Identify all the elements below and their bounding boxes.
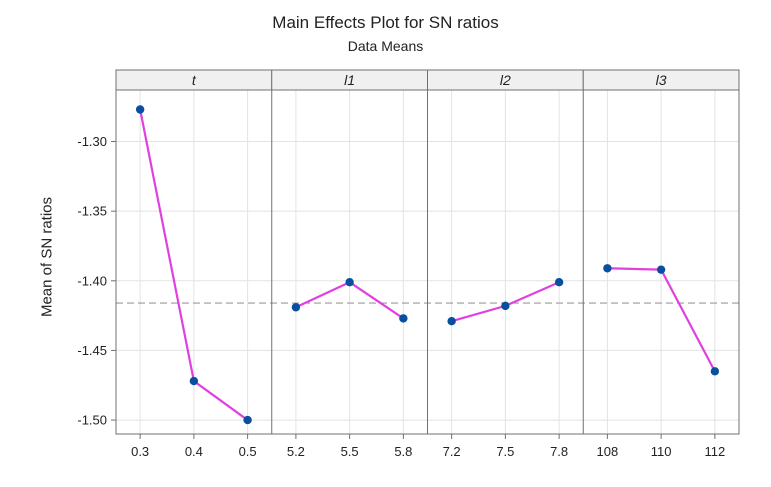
y-tick-label: -1.40 <box>77 273 107 288</box>
strip-label-l2: l2 <box>500 72 511 88</box>
x-tick-label: 0.5 <box>239 444 257 459</box>
data-point-l2-7.5 <box>501 301 510 311</box>
y-tick-label: -1.35 <box>77 204 107 219</box>
data-point-l3-108 <box>603 264 612 273</box>
data-point-l1-5.5 <box>345 277 354 287</box>
data-point-l1-5.8 <box>399 314 408 323</box>
chart-title: Main Effects Plot for SN ratios <box>272 13 499 32</box>
chart-subtitle: Data Means <box>347 38 424 54</box>
x-tick-label: 5.2 <box>287 444 305 459</box>
data-point-l3-112 <box>710 367 720 376</box>
data-point-t-0.3 <box>135 105 145 114</box>
strip-label-t: t <box>192 72 197 88</box>
strip-label-l1: l1 <box>344 72 355 88</box>
x-tick-label: 112 <box>704 444 725 459</box>
x-tick-label: 110 <box>651 444 672 459</box>
data-point-l2-7.2 <box>447 316 456 326</box>
x-tick-label: 0.4 <box>185 444 203 459</box>
strip-label-l3: l3 <box>656 72 667 88</box>
x-tick-label: 7.5 <box>496 444 514 459</box>
x-tick-label: 5.8 <box>394 444 412 459</box>
data-point-t-0.4 <box>189 376 199 386</box>
x-tick-label: 0.3 <box>131 444 149 459</box>
y-tick-label: -1.50 <box>77 413 107 428</box>
data-point-l1-5.2 <box>291 303 301 312</box>
data-point-l2-7.8 <box>554 277 564 287</box>
x-tick-label: 7.8 <box>550 444 568 459</box>
plot-frame <box>115 89 740 435</box>
x-tick-label: 108 <box>597 444 619 459</box>
data-point-t-0.5 <box>243 415 252 425</box>
y-tick-label: -1.30 <box>77 134 107 149</box>
y-tick-label: -1.45 <box>77 343 107 358</box>
x-tick-label: 7.2 <box>443 444 461 459</box>
data-point-l3-110 <box>656 265 666 274</box>
x-tick-label: 5.5 <box>341 444 359 459</box>
